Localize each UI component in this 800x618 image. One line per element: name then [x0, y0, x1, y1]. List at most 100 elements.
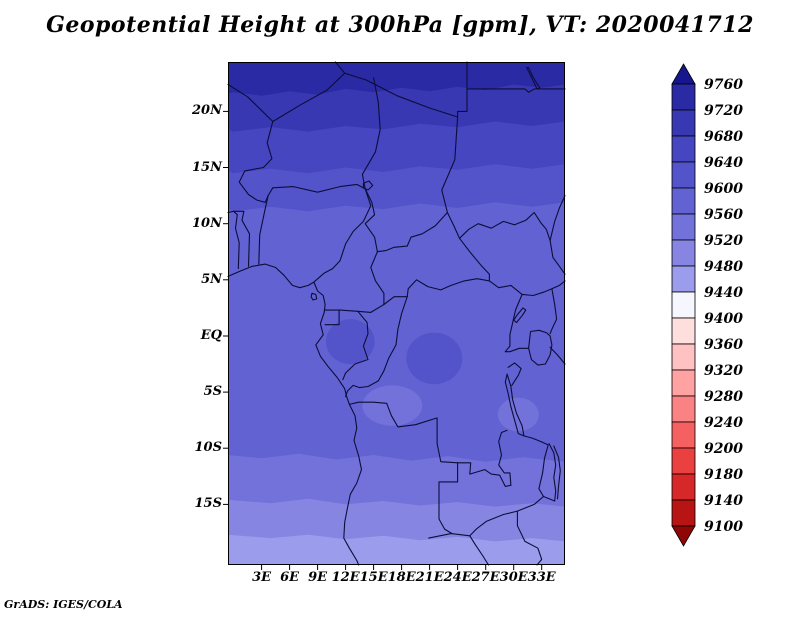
lon-axis: 3E 6E 9E 12E 15E 18E 21E 24E 27E 30E 33E: [0, 570, 800, 586]
colorbar-arrow-top: [671, 63, 696, 85]
country-border: [313, 188, 372, 283]
colorbar-arrow-bottom: [671, 525, 696, 547]
colorbar-segment: [671, 317, 696, 345]
country-border: [342, 310, 369, 381]
colorbar-tick-label: 9140: [704, 493, 743, 509]
lat-tick-label: EQ: [200, 327, 222, 343]
contour-band-6: [228, 62, 565, 96]
contour-patch-1: [406, 332, 463, 385]
country-border: [516, 495, 545, 512]
colorbar-tick-label: 9200: [704, 441, 743, 457]
contour-patch-2: [362, 385, 423, 426]
colorbar-tick-label: 9180: [704, 467, 743, 483]
colorbar-segment: [671, 343, 696, 371]
colorbar-segment: [671, 213, 696, 241]
country-border: [549, 239, 566, 275]
country-border: [523, 435, 549, 446]
colorbar-legend: 9760 9720 9680 9640 9600 9560 9520 9480 9440 9400…: [671, 63, 743, 547]
country-border: [324, 309, 340, 326]
lon-tick-label: 18E: [387, 570, 416, 585]
lat-tick-label: 15N: [192, 159, 222, 175]
country-border: [504, 347, 530, 353]
country-border: [528, 329, 553, 366]
colorbar-segment: [671, 473, 696, 501]
lon-tick-label: 27E: [471, 570, 500, 585]
lat-tick-label: 15S: [194, 496, 222, 512]
lon-tick-label: 24E: [443, 570, 472, 585]
country-border: [542, 495, 556, 502]
country-border: [466, 88, 566, 93]
lat-tick-label: 5S: [203, 384, 222, 400]
contour-patch-3: [497, 397, 539, 432]
country-border: [488, 280, 566, 297]
colorbar-tick-label: 9720: [704, 103, 743, 119]
lon-tick-label: 12E: [331, 570, 360, 585]
country-border: [516, 510, 543, 566]
colorbar-tick-label: 9560: [704, 207, 743, 223]
colorbar-segment: [671, 395, 696, 423]
country-border: [227, 263, 363, 566]
colorbar-tick-label: 9360: [704, 337, 743, 353]
colorbar-segment: [671, 369, 696, 397]
colorbar-tick-label: 9400: [704, 311, 743, 327]
colorbar-segment: [671, 239, 696, 267]
country-border: [362, 180, 374, 191]
country-border: [428, 533, 471, 539]
country-border: [376, 211, 448, 253]
contour-patch-0: [326, 319, 375, 365]
country-border: [383, 296, 408, 306]
colorbar-segment: [671, 447, 696, 475]
country-border: [526, 67, 541, 90]
colorbar-tick-label: 9240: [704, 415, 743, 431]
country-border: [348, 401, 459, 464]
country-border: [370, 251, 385, 306]
colorbar-tick-label: 9440: [704, 285, 743, 301]
colorbar-tick-label: 9600: [704, 181, 743, 197]
country-border: [364, 188, 378, 253]
country-border: [438, 462, 459, 535]
colorbar-segment: [671, 291, 696, 319]
country-border: [513, 307, 527, 324]
country-border: [457, 110, 468, 118]
colorbar-segment: [671, 161, 696, 189]
country-border: [238, 120, 274, 203]
lon-tick-label: 15E: [359, 570, 388, 585]
colorbar-tick-label: 9320: [704, 363, 743, 379]
colorbar-tick-label: 9280: [704, 389, 743, 405]
lon-tick-label: 33E: [527, 570, 556, 585]
country-border: [549, 195, 566, 242]
colorbar-tick-label: 9680: [704, 129, 743, 145]
country-border: [233, 210, 240, 270]
country-border: [258, 195, 269, 265]
colorbar-segment: [671, 83, 696, 111]
country-border: [406, 278, 490, 298]
country-border: [227, 210, 251, 267]
country-border: [345, 296, 408, 398]
country-border: [507, 362, 522, 386]
country-border: [458, 211, 551, 242]
chart-title: Geopotential Height at 300hPa [gpm], VT:…: [46, 12, 754, 38]
country-border: [272, 183, 366, 193]
colorbar-tick-label: 9640: [704, 155, 743, 171]
map-plot: [223, 61, 566, 570]
country-border: [549, 288, 558, 335]
country-border: [361, 77, 381, 190]
colorbar-segment: [671, 135, 696, 163]
lon-tick-label: 30E: [499, 570, 528, 585]
country-border: [334, 61, 346, 74]
lat-tick-label: 20N: [192, 103, 222, 119]
lon-tick-label: 9E: [308, 570, 328, 585]
country-border: [504, 373, 525, 437]
country-border: [538, 444, 549, 498]
colorbar-segment: [671, 421, 696, 449]
map-frame: [228, 62, 565, 565]
colorbar-tick-label: 9760: [704, 77, 743, 93]
lon-tick-label: 6E: [280, 570, 300, 585]
lat-tick-label: 10N: [192, 215, 222, 231]
country-border: [310, 292, 318, 301]
country-border: [457, 429, 512, 487]
country-border: [469, 535, 490, 566]
country-border: [549, 346, 566, 365]
colorbar-segment: [671, 265, 696, 293]
